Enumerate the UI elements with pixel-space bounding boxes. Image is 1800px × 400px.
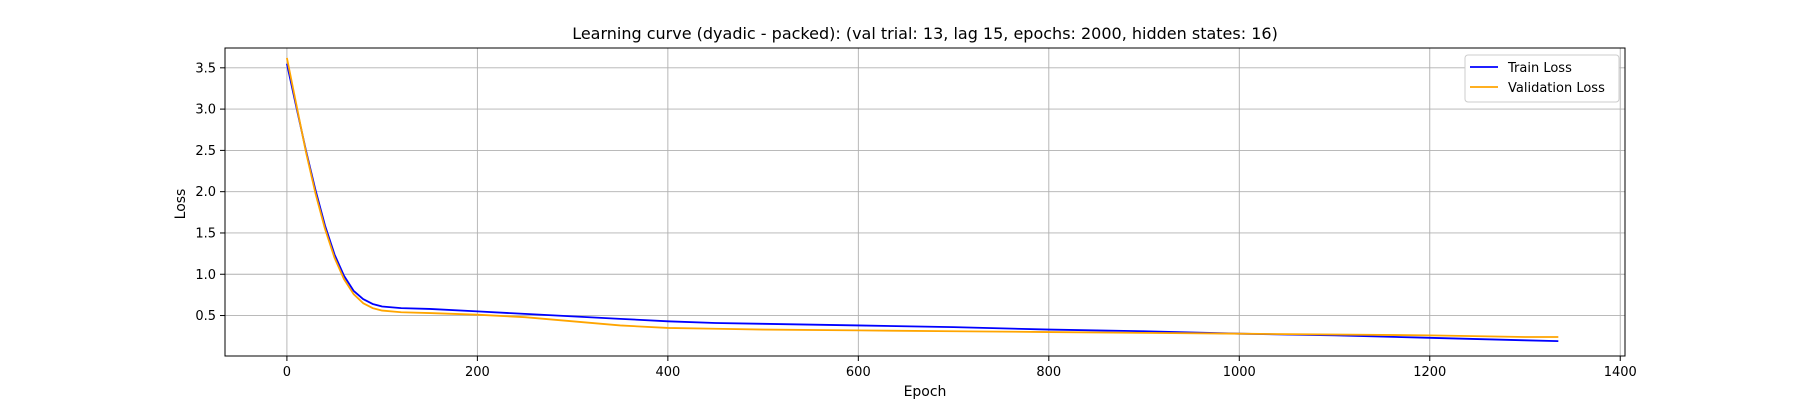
x-tick-label: 0: [283, 365, 291, 380]
x-tick-label: 1200: [1413, 365, 1446, 380]
y-axis-label: Loss: [173, 189, 189, 220]
y-axis-ticks: 0.5 1.0 1.5 2.0 2.5 3.0 3.5: [195, 61, 225, 324]
x-axis-label: Epoch: [904, 384, 947, 400]
x-tick-label: 400: [655, 365, 680, 380]
legend-validation-loss-label: Validation Loss: [1508, 81, 1605, 96]
legend-train-loss-label: Train Loss: [1507, 61, 1572, 76]
y-tick-label: 3.5: [195, 61, 216, 76]
chart-title: Learning curve (dyadic - packed): (val t…: [572, 24, 1278, 43]
y-tick-label: 1.0: [195, 268, 216, 283]
series-layer: [286, 57, 1559, 343]
train-loss-line: [286, 63, 1559, 343]
y-tick-label: 1.5: [195, 226, 216, 241]
x-tick-label: 1400: [1604, 365, 1637, 380]
x-axis-ticks: 0 200 400 600 800 1000 1200 1400: [283, 356, 1637, 380]
y-tick-label: 0.5: [195, 309, 216, 324]
plot-frame: [224, 47, 1626, 357]
x-tick-label: 1000: [1223, 365, 1256, 380]
x-tick-label: 800: [1036, 365, 1061, 380]
grid-lines: [225, 48, 1625, 356]
y-tick-label: 2.0: [195, 185, 216, 200]
validation-loss-line: [286, 57, 1559, 338]
x-tick-label: 600: [846, 365, 871, 380]
y-tick-label: 3.0: [195, 103, 216, 118]
x-tick-label: 200: [465, 365, 490, 380]
legend-box: [1464, 54, 1620, 103]
legend: Train Loss Validation Loss: [1464, 54, 1620, 103]
y-tick-label: 2.5: [195, 144, 216, 159]
